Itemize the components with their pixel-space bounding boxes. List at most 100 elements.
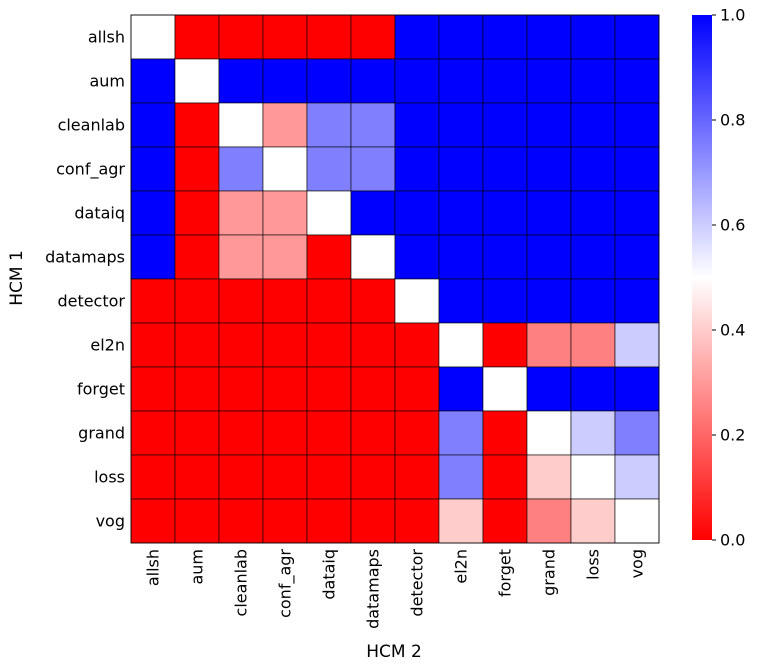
- heatmap-cell-datamaps-vog: [614, 234, 660, 280]
- heatmap-cell-vog-el2n: [438, 498, 484, 544]
- heatmap-cell-cleanlab-detector: [394, 102, 440, 148]
- heatmap-cell-cleanlab-grand: [526, 102, 572, 148]
- heatmap-cell-grand-el2n: [438, 410, 484, 456]
- heatmap-cell-allsh-aum: [174, 14, 220, 60]
- heatmap-cell-el2n-conf_agr: [262, 322, 308, 368]
- heatmap-cell-el2n-el2n: [438, 322, 484, 368]
- heatmap-frame: [130, 14, 660, 544]
- heatmap-cell-conf_agr-aum: [174, 146, 220, 192]
- heatmap-cell-dataiq-el2n: [438, 190, 484, 236]
- heatmap-cell-datamaps-cleanlab: [218, 234, 264, 280]
- heatmap-cell-detector-vog: [614, 278, 660, 324]
- heatmap-cell-allsh-detector: [394, 14, 440, 60]
- heatmap-cell-el2n-grand: [526, 322, 572, 368]
- heatmap-cell-loss-vog: [614, 454, 660, 500]
- heatmap-cell-vog-aum: [174, 498, 220, 544]
- heatmap-cell-grand-conf_agr: [262, 410, 308, 456]
- heatmap-cell-allsh-grand: [526, 14, 572, 60]
- heatmap-cell-aum-datamaps: [350, 58, 396, 104]
- heatmap-cell-forget-el2n: [438, 366, 484, 412]
- x-tick-label: allsh: [144, 549, 163, 586]
- heatmap-cell-loss-grand: [526, 454, 572, 500]
- heatmap-cell-datamaps-conf_agr: [262, 234, 308, 280]
- heatmap-cell-conf_agr-allsh: [130, 146, 176, 192]
- x-tick-label: el2n: [452, 549, 471, 584]
- x-tick-label: forget: [496, 549, 515, 597]
- heatmap-cell-conf_agr-el2n: [438, 146, 484, 192]
- heatmap-cell-loss-conf_agr: [262, 454, 308, 500]
- heatmap-cell-dataiq-loss: [570, 190, 616, 236]
- heatmap-cell-grand-loss: [570, 410, 616, 456]
- heatmap-cell-detector-datamaps: [350, 278, 396, 324]
- y-tick-label: dataiq: [74, 204, 125, 223]
- x-tick-labels: allsh aum cleanlab conf_agr dataiq datamaps de…: [144, 549, 647, 629]
- heatmap-cell-grand-dataiq: [306, 410, 352, 456]
- heatmap-cell-aum-aum: [174, 58, 220, 104]
- heatmap-cell-dataiq-grand: [526, 190, 572, 236]
- heatmap-cell-datamaps-datamaps: [350, 234, 396, 280]
- x-tick-label: vog: [628, 549, 647, 578]
- heatmap-cell-datamaps-el2n: [438, 234, 484, 280]
- y-tick-label: aum: [89, 72, 125, 91]
- heatmap-cell-cleanlab-cleanlab: [218, 102, 264, 148]
- heatmap-cell-forget-allsh: [130, 366, 176, 412]
- heatmap-cell-vog-cleanlab: [218, 498, 264, 544]
- heatmap-cell-cleanlab-aum: [174, 102, 220, 148]
- x-axis-title: HCM 2: [366, 642, 422, 662]
- heatmap-cell-allsh-el2n: [438, 14, 484, 60]
- heatmap-cell-loss-allsh: [130, 454, 176, 500]
- heatmap-cell-conf_agr-detector: [394, 146, 440, 192]
- x-tick-label: aum: [188, 549, 207, 585]
- colorbar-tick-label: 0.0: [720, 531, 745, 550]
- heatmap-cell-detector-conf_agr: [262, 278, 308, 324]
- y-tick-label: loss: [94, 468, 125, 487]
- heatmap-cell-dataiq-dataiq: [306, 190, 352, 236]
- y-tick-label: vog: [96, 512, 125, 531]
- heatmap-cell-detector-cleanlab: [218, 278, 264, 324]
- heatmap-cell-conf_agr-grand: [526, 146, 572, 192]
- heatmap-cell-dataiq-conf_agr: [262, 190, 308, 236]
- heatmap-cell-forget-cleanlab: [218, 366, 264, 412]
- y-tick-label: forget: [77, 380, 125, 399]
- heatmap-cell-aum-detector: [394, 58, 440, 104]
- heatmap-cell-vog-loss: [570, 498, 616, 544]
- heatmap-cells: [130, 14, 660, 544]
- heatmap-cell-el2n-datamaps: [350, 322, 396, 368]
- heatmap-cell-vog-vog: [614, 498, 660, 544]
- heatmap-cell-forget-loss: [570, 366, 616, 412]
- heatmap-cell-dataiq-datamaps: [350, 190, 396, 236]
- heatmap-cell-datamaps-grand: [526, 234, 572, 280]
- heatmap-cell-aum-conf_agr: [262, 58, 308, 104]
- colorbar: [692, 15, 712, 540]
- heatmap-cell-dataiq-allsh: [130, 190, 176, 236]
- colorbar-tick-label: 0.2: [720, 426, 745, 445]
- heatmap-cell-el2n-cleanlab: [218, 322, 264, 368]
- heatmap-cell-el2n-detector: [394, 322, 440, 368]
- heatmap-cell-datamaps-forget: [482, 234, 528, 280]
- heatmap-cell-conf_agr-loss: [570, 146, 616, 192]
- heatmap-cell-forget-vog: [614, 366, 660, 412]
- heatmap-cell-cleanlab-allsh: [130, 102, 176, 148]
- heatmap-cell-datamaps-allsh: [130, 234, 176, 280]
- heatmap-cell-dataiq-detector: [394, 190, 440, 236]
- x-tick-label: dataiq: [320, 549, 339, 600]
- heatmap-cell-datamaps-detector: [394, 234, 440, 280]
- heatmap-cell-el2n-forget: [482, 322, 528, 368]
- colorbar-tick-label: 0.6: [720, 216, 745, 235]
- y-tick-label: detector: [57, 292, 125, 311]
- x-tick-label: cleanlab: [232, 549, 251, 616]
- heatmap-cell-el2n-vog: [614, 322, 660, 368]
- heatmap-cell-conf_agr-cleanlab: [218, 146, 264, 192]
- heatmap-cell-vog-allsh: [130, 498, 176, 544]
- heatmap-cell-allsh-vog: [614, 14, 660, 60]
- heatmap-cell-aum-dataiq: [306, 58, 352, 104]
- heatmap-cell-allsh-loss: [570, 14, 616, 60]
- heatmap-cell-detector-loss: [570, 278, 616, 324]
- colorbar-tick-label: 0.8: [720, 111, 745, 130]
- heatmap-cell-forget-conf_agr: [262, 366, 308, 412]
- heatmap-cell-el2n-loss: [570, 322, 616, 368]
- heatmap-cell-grand-allsh: [130, 410, 176, 456]
- heatmap-cell-aum-cleanlab: [218, 58, 264, 104]
- heatmap-cell-forget-aum: [174, 366, 220, 412]
